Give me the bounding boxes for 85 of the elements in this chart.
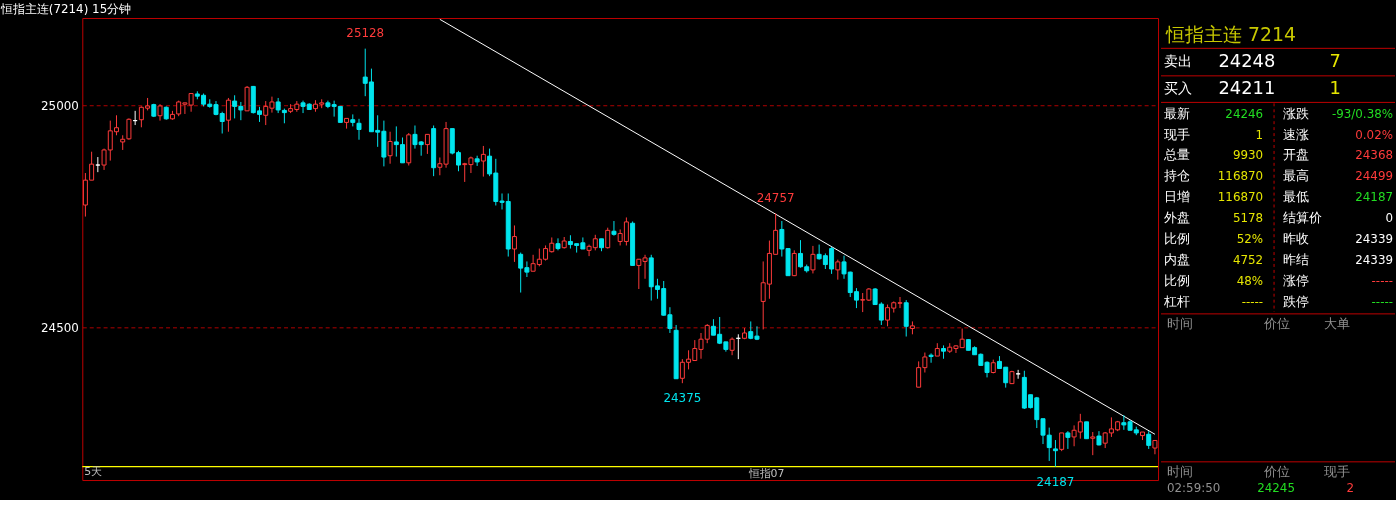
text: 24248	[1218, 49, 1276, 71]
chart-title: 恒指主连(7214) 15分钟	[0, 2, 132, 17]
text: 比例	[1163, 230, 1190, 246]
text: 1	[1329, 77, 1341, 99]
annotation: 24375	[663, 391, 702, 406]
text: -----	[1371, 273, 1394, 288]
y-tick-label: 25000	[41, 98, 79, 113]
candlestick	[387, 131, 393, 165]
text: 4752	[1232, 252, 1264, 267]
annotation: 24757	[756, 190, 795, 205]
text: 24246	[1225, 106, 1264, 121]
candlestick	[611, 220, 617, 237]
text: 116870	[1217, 169, 1264, 184]
candlestick	[1090, 431, 1096, 456]
candlestick	[225, 97, 231, 133]
text: 02:59:50	[1166, 481, 1221, 496]
text: 最高	[1282, 168, 1309, 184]
text: 卖出	[1163, 52, 1192, 69]
text: 48%	[1236, 273, 1264, 288]
text: 买入	[1163, 80, 1192, 97]
text: 24211	[1218, 77, 1276, 99]
text: 116870	[1217, 190, 1264, 205]
text: 2	[1346, 481, 1354, 496]
annotation: 5天	[84, 465, 103, 479]
text: 内盘	[1163, 251, 1190, 267]
text: 日增	[1163, 189, 1190, 205]
text: 24245	[1257, 481, 1295, 496]
text: 结算价	[1282, 210, 1322, 226]
text: 价位	[1263, 316, 1291, 332]
candlestick	[1052, 439, 1058, 468]
text: 速涨	[1282, 126, 1309, 142]
candlestick	[480, 145, 486, 178]
candlestick	[511, 224, 517, 263]
text: 持仓	[1163, 168, 1190, 184]
text: 价位	[1263, 464, 1291, 480]
candlestick	[244, 85, 250, 112]
text: 比例	[1163, 272, 1190, 288]
text: 杠杆	[1162, 293, 1190, 309]
candlestick	[126, 117, 132, 141]
text: 5178	[1232, 211, 1264, 226]
text: 最低	[1282, 189, 1309, 205]
candlestick	[791, 249, 797, 277]
text: 时间	[1166, 464, 1193, 480]
candlestick	[928, 352, 934, 364]
text: 52%	[1236, 231, 1264, 246]
text: 24368	[1355, 148, 1394, 163]
y-tick-label: 24500	[41, 321, 79, 336]
candlestick	[605, 227, 611, 250]
text: 9930	[1232, 148, 1264, 163]
text: 昨收	[1282, 230, 1309, 246]
text: 24499	[1355, 169, 1394, 184]
candlestick	[903, 299, 909, 338]
text: 24339	[1355, 252, 1394, 267]
text: 大单	[1323, 316, 1350, 332]
text: 开盘	[1282, 147, 1309, 163]
candlestick	[356, 118, 362, 141]
text: 0	[1385, 211, 1394, 226]
candlestick	[1059, 432, 1065, 452]
candlestick	[424, 133, 430, 155]
text: -----	[1371, 294, 1394, 309]
text: 外盘	[1163, 210, 1190, 226]
annotation: 恒指07	[747, 467, 785, 481]
text: 现手	[1323, 464, 1350, 480]
text: 时间	[1166, 316, 1193, 332]
candlestick	[810, 245, 816, 274]
text: -93/0.38%	[1331, 106, 1394, 121]
text: 1	[1255, 127, 1264, 142]
text: 0.02%	[1355, 127, 1394, 142]
text: 跌停	[1282, 293, 1309, 309]
candlestick	[1065, 430, 1071, 450]
text: 7	[1329, 49, 1341, 71]
candlestick	[474, 155, 480, 167]
text: 昨结	[1282, 251, 1309, 267]
annotation: 25128	[346, 25, 385, 40]
text: -----	[1241, 294, 1264, 309]
candlestick	[835, 259, 841, 281]
text: 24187	[1355, 190, 1394, 205]
text: 恒指主连 7214	[1164, 24, 1296, 46]
candlestick	[555, 237, 561, 251]
text: 涨跌	[1282, 105, 1309, 121]
text: 24339	[1355, 231, 1394, 246]
text: 涨停	[1282, 272, 1309, 288]
text: 总量	[1162, 147, 1190, 163]
text: 现手	[1163, 126, 1190, 142]
text: 最新	[1163, 105, 1190, 121]
